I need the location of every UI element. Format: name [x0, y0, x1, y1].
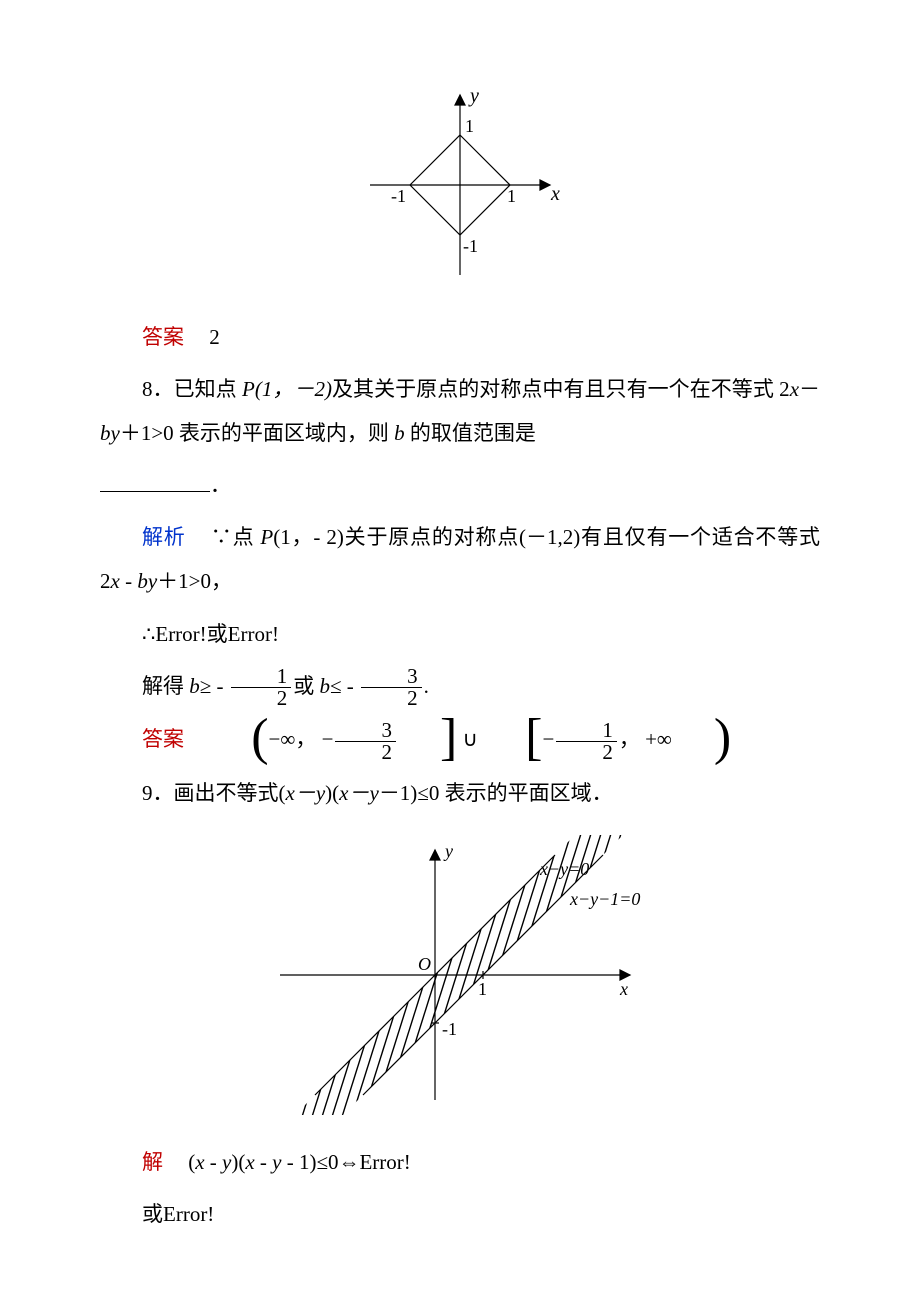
figure-diamond: x y 1 1 -1 -1 [100, 80, 820, 295]
blank-underline [100, 491, 210, 492]
a8-l2: ∴Error!或Error! [142, 622, 279, 646]
q8-point: P(1，－2) [242, 377, 332, 401]
q9-number: 9． [142, 781, 174, 805]
q8-b: b [100, 421, 111, 445]
tick-x1: 1 [478, 979, 487, 999]
q8-t1: 已知点 [174, 377, 242, 401]
a8-l1c: - [120, 569, 138, 593]
analysis-label: 解析 [142, 525, 186, 549]
frac-num: 1 [556, 720, 617, 741]
y-axis-label-2: y [443, 841, 453, 861]
s9-l1c: - 1)≤0⇔Error! [281, 1150, 410, 1174]
a8-x: x [111, 569, 120, 593]
q8-t2: 及其关于原点的对称点中有且只有一个在不等式 2 [332, 377, 790, 401]
answer-8: 答案(−∞， −32] ∪ [−12， +∞) [100, 717, 820, 763]
frac-den: 2 [231, 687, 292, 709]
a8-l3d: 或 [293, 674, 319, 698]
a8-l3f: . [424, 674, 429, 698]
x-axis-label: x [550, 183, 560, 205]
a8-by: by [137, 569, 157, 593]
figure-strip: x y O 1 -1 x−y=0 x−y−1=0 [100, 835, 820, 1120]
answer-label: 答案 [142, 727, 184, 751]
a8-l3c: ≥ - [200, 674, 229, 698]
a8-l3b: b [189, 674, 200, 698]
a8-l3e: ≤ - [330, 674, 359, 698]
pos-inf: +∞ [645, 727, 672, 751]
q8-b2: b [394, 421, 405, 445]
q8-t5: 的取值范围是 [405, 421, 536, 445]
frac-den: 2 [361, 687, 422, 709]
q9-tb: )( [325, 781, 339, 805]
frac-3-2: 32 [361, 666, 422, 709]
solution-label: 解 [142, 1150, 163, 1174]
s9-xy2: x - y [245, 1150, 281, 1174]
comma2: ， [619, 727, 640, 751]
comma1: ， [295, 727, 316, 751]
frac-num: 1 [231, 666, 292, 687]
frac-num: 3 [361, 666, 422, 687]
tick-x-pos: 1 [507, 186, 516, 206]
analysis-8-line1: 解析∵点 P(1，- 2)关于原点的对称点(－1,2)有且仅有一个适合不等式 2… [100, 515, 820, 603]
q8-t4: ＋1>0 表示的平面区域内，则 [120, 421, 394, 445]
tick-y-neg: -1 [463, 236, 478, 256]
q9-xy1: x－y [286, 781, 326, 805]
a8-l1d: ＋1>0， [157, 569, 232, 593]
y-axis-label: y [468, 85, 479, 107]
x-axis-label-2: x [619, 979, 628, 999]
q8-x: x [790, 377, 799, 401]
solution-9-line2: 或Error! [100, 1192, 820, 1236]
line-label-2: x−y−1=0 [569, 889, 640, 909]
s9-l1b: )( [231, 1150, 245, 1174]
answer-label: 答案 [142, 325, 184, 349]
q9-xy2: x－y [339, 781, 379, 805]
a8-l3b2: b [320, 674, 331, 698]
q9-ta: 画出不等式( [174, 781, 286, 805]
line-label-1: x−y=0 [539, 859, 589, 879]
question-8-blank: ． [100, 463, 820, 507]
solution-9-line1: 解(x - y)(x - y - 1)≤0⇔Error! [100, 1140, 820, 1184]
diamond-svg: x y 1 1 -1 -1 [355, 80, 565, 290]
strip-svg: x y O 1 -1 x−y=0 x−y−1=0 [260, 835, 660, 1115]
answer-7: 答案 2 [100, 315, 820, 359]
origin-label: O [418, 954, 431, 974]
frac-den: 2 [556, 741, 617, 763]
q8-number: 8． [142, 377, 174, 401]
tick-yneg1: -1 [442, 1019, 457, 1039]
a8-l1a: ∵点 [211, 525, 261, 549]
frac-den: 2 [335, 741, 396, 763]
analysis-8-line3: 解得 b≥ - 12或 b≤ - 32. [100, 664, 820, 710]
q8-t3: － [799, 377, 820, 401]
a8-P: P [260, 525, 273, 549]
answer-7-value: 2 [209, 325, 220, 349]
tick-x-neg: -1 [391, 186, 406, 206]
tick-y-pos: 1 [465, 116, 474, 136]
q8-period: ． [210, 473, 231, 497]
question-8: 8．已知点 P(1，－2)及其关于原点的对称点中有且只有一个在不等式 2x－ b… [100, 367, 820, 455]
frac-1-2-b: 12 [556, 720, 617, 763]
frac-num: 3 [335, 720, 396, 741]
analysis-8-line2: ∴Error!或Error! [100, 612, 820, 656]
union-symbol: ∪ [463, 727, 478, 751]
s9-l2: 或Error! [142, 1202, 214, 1226]
s9-xy: x - y [195, 1150, 231, 1174]
neg-inf: −∞ [269, 727, 296, 751]
frac-1-2: 12 [231, 666, 292, 709]
question-9: 9．画出不等式(x－y)(x－y－1)≤0 表示的平面区域． [100, 771, 820, 815]
q9-tc: －1)≤0 表示的平面区域． [379, 781, 613, 805]
frac-3-2-b: 32 [335, 720, 396, 763]
q8-y: y [111, 421, 120, 445]
a8-l3a: 解得 [142, 674, 189, 698]
